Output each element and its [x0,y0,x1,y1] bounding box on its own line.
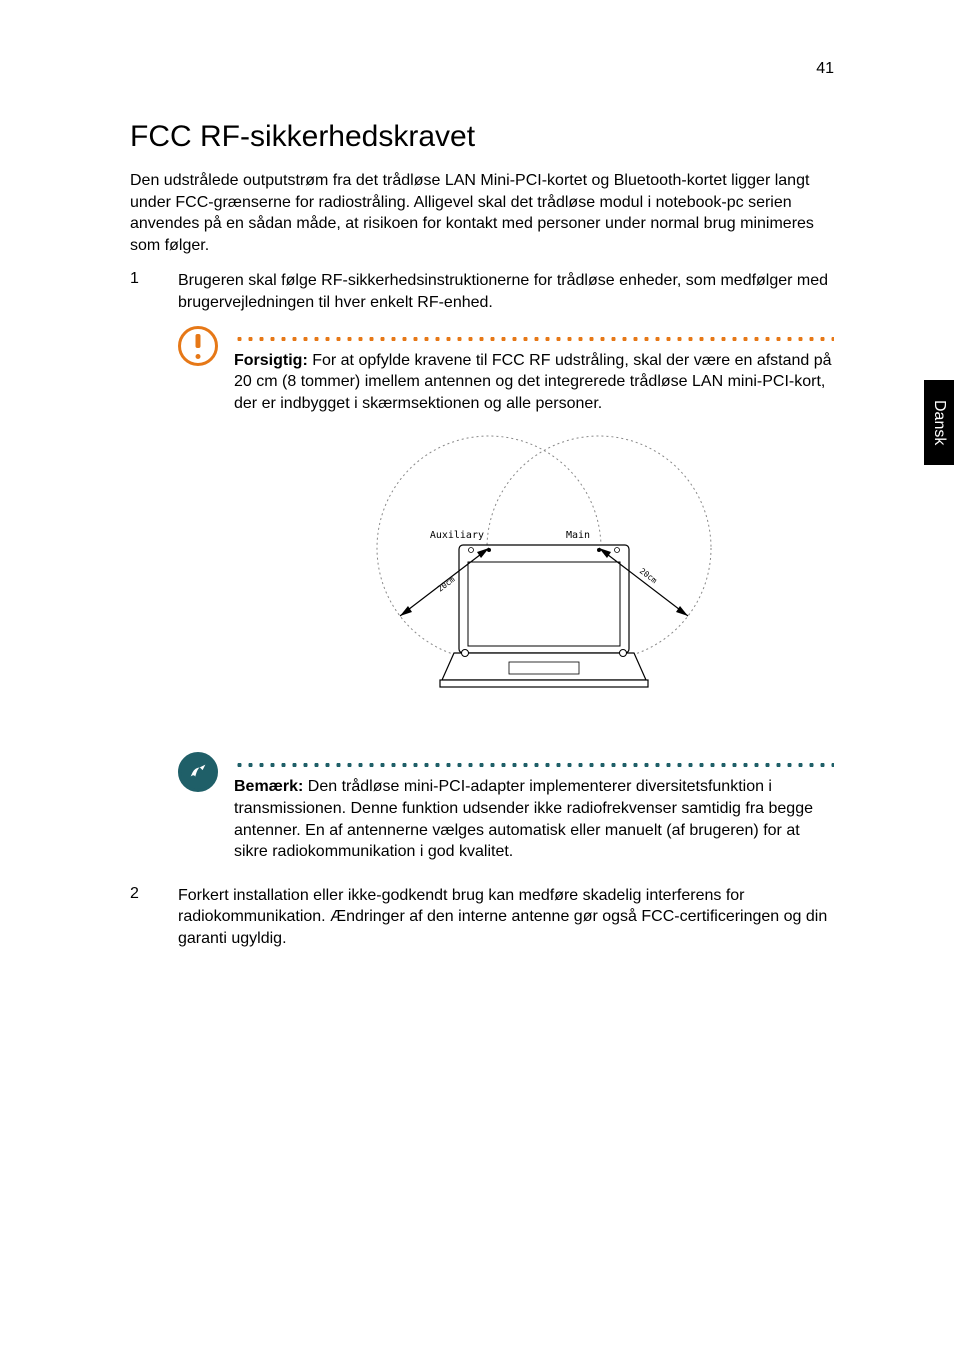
language-tab: Dansk [924,380,954,465]
divider-orange [234,336,834,342]
note-body: Den trådløse mini-PCI-adapter implemente… [234,778,813,860]
antenna-diagram: Auxiliary Main 20cm 20cm [234,430,834,730]
diagram-dist-left: 20cm [436,575,457,594]
diagram-dist-right: 20cm [638,567,659,586]
intro-paragraph: Den udstrålede outputstrøm fra det trådl… [130,170,834,256]
list-number: 2 [130,885,178,950]
diagram-label-aux: Auxiliary [430,530,484,541]
diagram-label-main: Main [566,530,590,541]
caution-icon [178,326,218,366]
caution-block: Forsigtig: For at opfylde kravene til FC… [178,336,834,741]
list-number: 1 [130,270,178,313]
note-label: Bemærk: [234,778,303,795]
divider-teal [234,762,834,768]
list-text: Brugeren skal følge RF-sikkerhedsinstruk… [178,270,834,313]
list-text: Forkert installation eller ikke-godkendt… [178,885,834,950]
page-number: 41 [816,60,834,78]
note-text: Bemærk: Den trådløse mini-PCI-adapter im… [234,776,834,862]
note-block: Bemærk: Den trådløse mini-PCI-adapter im… [178,762,834,862]
note-icon [178,752,218,792]
page-title: FCC RF-sikkerhedskravet [130,120,834,154]
list-item: 1 Brugeren skal følge RF-sikkerhedsinstr… [130,270,834,313]
list-item: 2 Forkert installation eller ikke-godken… [130,885,834,950]
caution-body: For at opfylde kravene til FCC RF udstrå… [234,352,832,412]
caution-text: Forsigtig: For at opfylde kravene til FC… [234,350,834,415]
caution-label: Forsigtig: [234,352,308,369]
